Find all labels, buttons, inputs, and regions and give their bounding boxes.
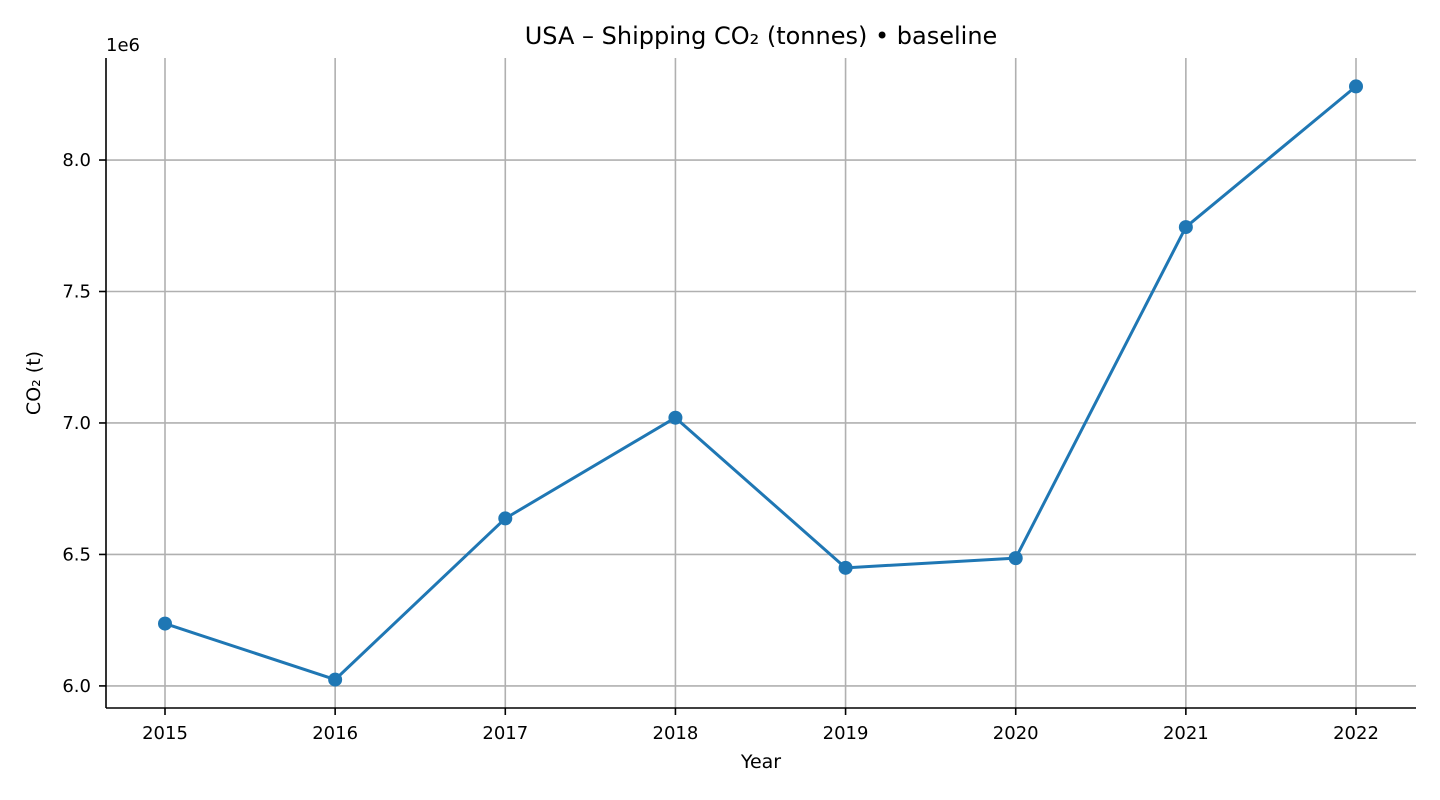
axes-spines (105, 58, 1416, 709)
x-tick-label: 2016 (312, 723, 358, 744)
y-axis-label: CO₂ (t) (23, 351, 45, 415)
x-tick-label: 2019 (823, 723, 869, 744)
x-tick-label: 2017 (482, 723, 528, 744)
chart-title: USA – Shipping CO₂ (tonnes) • baseline (525, 22, 998, 50)
y-tick-label: 7.5 (62, 281, 91, 302)
x-axis-label: Year (740, 751, 781, 773)
x-tick-label: 2015 (142, 723, 188, 744)
y-axis-offset-label: 1e6 (106, 35, 140, 56)
data-point (1349, 79, 1363, 94)
data-series (158, 79, 1363, 687)
x-tick-label: 2018 (653, 723, 699, 744)
axis-ticks: 2015 2016 2017 2018 2019 2020 2021 2022 6.0 6.5 7.… (62, 150, 1379, 744)
x-tick-label: 2021 (1163, 723, 1209, 744)
x-tick-label: 2020 (993, 723, 1039, 744)
x-tick-label: 2022 (1333, 723, 1379, 744)
data-point (1178, 220, 1193, 235)
series-line (163, 84, 1358, 682)
data-point (838, 560, 853, 575)
y-tick-label: 6.5 (62, 544, 91, 565)
data-point (158, 616, 172, 631)
y-tick-label: 8.0 (62, 150, 91, 171)
grid-lines (106, 58, 1416, 708)
data-point (498, 511, 513, 526)
data-point (668, 410, 683, 425)
y-tick-label: 7.0 (62, 413, 91, 434)
y-tick-label: 6.0 (62, 676, 91, 697)
data-point (328, 672, 343, 687)
data-point (1008, 551, 1023, 566)
